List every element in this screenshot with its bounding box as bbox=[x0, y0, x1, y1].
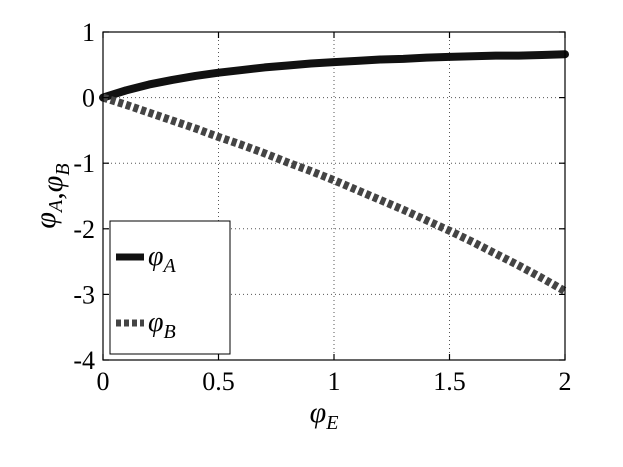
y-tick-label-1: -3 bbox=[73, 280, 95, 309]
legend-label-sub-1: B bbox=[164, 321, 176, 343]
y-axis-label-group: φA,φB bbox=[29, 163, 74, 228]
x-axis-label: φE bbox=[310, 396, 339, 434]
y-tick-label-4: 0 bbox=[82, 84, 95, 113]
x-tick-label-2: 1 bbox=[328, 367, 341, 396]
x-tick-label-3: 1.5 bbox=[433, 367, 466, 396]
y-axis-label: φA,φB bbox=[29, 163, 74, 228]
y-tick-label-5: 1 bbox=[82, 18, 95, 47]
legend-box bbox=[109, 220, 231, 355]
y-axis-label-sub: B bbox=[52, 163, 74, 175]
y-tick-label-3: -1 bbox=[73, 149, 95, 178]
series-layer bbox=[99, 50, 569, 295]
y-tick-label-2: -2 bbox=[73, 215, 95, 244]
x-tick-label-4: 2 bbox=[559, 367, 572, 396]
legend-label-base-0: φ bbox=[148, 241, 164, 272]
x-tick-label-1: 0.5 bbox=[202, 367, 235, 396]
series-line-1 bbox=[101, 93, 567, 295]
x-axis-label-sub: E bbox=[325, 412, 338, 434]
legend-label-0: φA bbox=[148, 241, 177, 277]
x-tick-label-0: 0 bbox=[97, 367, 110, 396]
tick-labels: 0 0.5 1 1.5 2 -4 -3 -2 -1 0 1 bbox=[73, 18, 571, 396]
x-axis-label-base: φ bbox=[310, 396, 327, 429]
y-tick-label-0: -4 bbox=[73, 346, 95, 375]
y-axis-label-base: φ bbox=[29, 212, 62, 229]
legend-label-sub-0: A bbox=[162, 255, 177, 277]
ticks bbox=[102, 31, 566, 361]
legend-label-1: φB bbox=[148, 307, 176, 343]
y-axis-label-sep: , bbox=[36, 192, 69, 200]
series-line-0 bbox=[99, 50, 569, 102]
y-axis-label-sub: A bbox=[45, 199, 67, 214]
y-axis-label-base: φ bbox=[36, 176, 69, 193]
legend-label-base-1: φ bbox=[148, 307, 164, 338]
